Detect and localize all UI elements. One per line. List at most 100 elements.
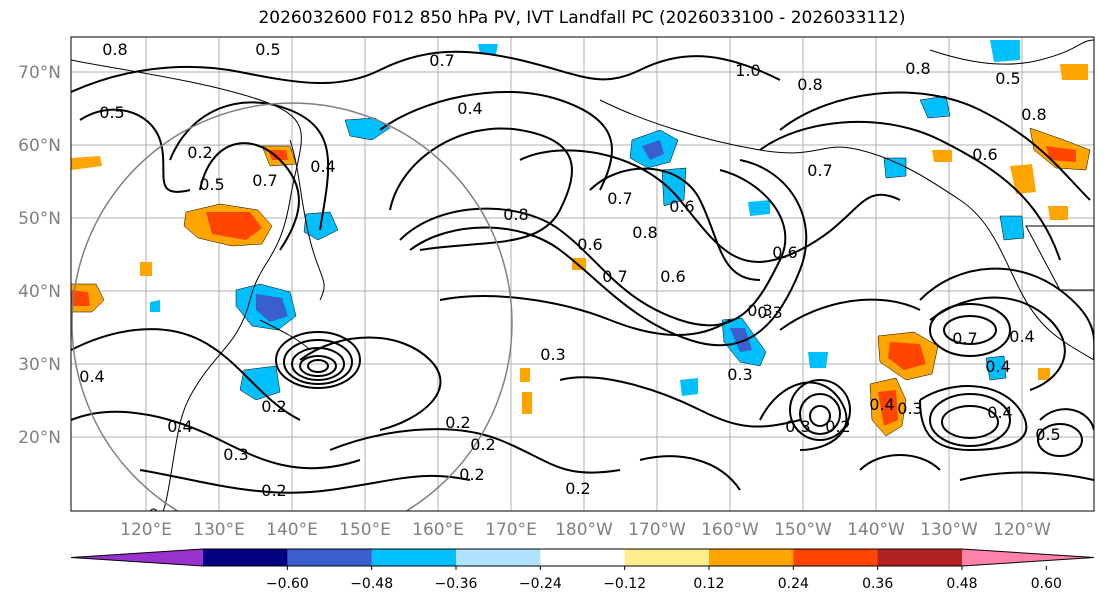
lon-tick-label: 180°W <box>555 520 613 540</box>
contour-label: 0.6 <box>972 145 997 164</box>
lat-tick-label: 30°N <box>18 355 61 375</box>
contour-label: 0.7 <box>602 267 627 286</box>
contour-label: 0.4 <box>310 157 335 176</box>
contour-label: 0.2 <box>470 435 495 454</box>
contour-label: 0.2 <box>825 417 850 436</box>
lon-tick-label: 150°W <box>774 520 832 540</box>
reference-circle <box>71 102 513 511</box>
lon-tick-label: 130°W <box>920 520 978 540</box>
colorbar-tick-label: 0.12 <box>693 576 724 592</box>
contour-label: 0.4 <box>987 403 1012 422</box>
contour-label: 0.7 <box>429 51 454 70</box>
contour-label: 0.2 <box>565 479 590 498</box>
contour-label: 0.3 <box>540 345 565 364</box>
contour-label: 0.7 <box>252 171 277 190</box>
contour-label: 0.3 <box>757 303 782 322</box>
colorbar-tick-label: −0.12 <box>603 576 646 592</box>
colorbar-bin <box>877 549 963 566</box>
contour-label: 0.3 <box>785 417 810 436</box>
negative-anomaly-shading <box>150 40 1025 401</box>
latitude-labels: 20°N 30°N 40°N 50°N 60°N 70°N <box>18 63 61 448</box>
lon-tick-label: 140°W <box>847 520 905 540</box>
lon-tick-label: 170°E <box>485 520 537 540</box>
contour-label: 0.2 <box>187 143 212 162</box>
contour-label: 0.4 <box>457 99 482 118</box>
contour-label: 0.4 <box>1009 327 1034 346</box>
contour-label: 0.3 <box>897 399 922 418</box>
lat-tick-label: 60°N <box>18 136 61 156</box>
colorbar-tick-label: 0.24 <box>778 576 809 592</box>
colorbar-bin <box>371 549 457 566</box>
contour-label: 0.7 <box>607 189 632 208</box>
contour-label: 0.6 <box>772 243 797 262</box>
contour-label: 0.5 <box>255 40 280 59</box>
contour-label: 0.4 <box>79 367 104 386</box>
colorbar-bin <box>287 549 373 566</box>
colorbar-tick-label: 0.36 <box>862 576 893 592</box>
contour-label: 0.8 <box>1021 105 1046 124</box>
colorbar-bin <box>203 549 288 566</box>
lat-tick-label: 70°N <box>18 63 61 83</box>
contour-label: 0.5 <box>99 103 124 122</box>
colorbar-tick-label: −0.36 <box>435 576 478 592</box>
colorbar-min-extend <box>71 549 203 566</box>
colorbar-bin <box>624 549 710 566</box>
contour-label: 0.8 <box>632 223 657 242</box>
contour-label: 0.2 <box>261 481 286 500</box>
lon-tick-label: 130°E <box>193 520 245 540</box>
lon-tick-label: 120°E <box>120 520 172 540</box>
colorbar-max-extend <box>962 549 1094 566</box>
lon-tick-label: 150°E <box>339 520 391 540</box>
lat-tick-label: 50°N <box>18 209 61 229</box>
contour-label: 0.8 <box>503 205 528 224</box>
contour-label: 0.2 <box>261 397 286 416</box>
contour-label: 0.8 <box>797 75 822 94</box>
pv-closed-contours <box>275 303 1083 457</box>
lat-tick-label: 40°N <box>18 282 61 302</box>
contour-labels: 0.8 0.50.70.41.00.80.80.50.20.70.40.60.60… <box>79 40 1060 500</box>
contour-label: 0.2 <box>445 413 470 432</box>
contour-label: 0.6 <box>577 235 602 254</box>
contour-label: 0.4 <box>167 417 192 436</box>
lat-tick-label: 20°N <box>18 428 61 448</box>
contour-label: 0.3 <box>727 365 752 384</box>
colorbar-tick-label: −0.60 <box>266 576 309 592</box>
longitude-labels: 120°E 130°E 140°E 150°E 160°E 170°E 180°W 170°W… <box>120 520 1051 540</box>
contour-label: 0.6 <box>660 267 685 286</box>
contour-label: 0.7 <box>807 161 832 180</box>
map-frame <box>70 36 1095 512</box>
colorbar-bin <box>540 549 626 566</box>
contour-label: 0.2 <box>459 465 484 484</box>
map-content: 0.8 0.50.70.41.00.80.80.50.20.70.40.60.60… <box>71 37 1094 511</box>
colorbar: −0.60 −0.48 −0.36 −0.24 −0.12 0.12 0.24 0.36 0.4… <box>70 548 1095 592</box>
colorbar-bin <box>793 549 879 566</box>
lon-tick-label: 140°E <box>266 520 318 540</box>
contour-label: 0.5 <box>995 69 1020 88</box>
map-background <box>71 37 1094 511</box>
contour-label: 0.3 <box>223 445 248 464</box>
colorbar-tick-label: 0.48 <box>946 576 977 592</box>
contour-label: 0.4 <box>985 357 1010 376</box>
pv-contours <box>71 50 1094 494</box>
contour-label: 0.4 <box>869 395 894 414</box>
contour-label: 0.5 <box>199 175 224 194</box>
lon-tick-label: 160°W <box>701 520 759 540</box>
contour-label: 0.3 <box>747 301 772 320</box>
contour-label: 0.8 <box>905 59 930 78</box>
contour-label: 1.0 <box>735 61 760 80</box>
lon-tick-label: 120°W <box>993 520 1051 540</box>
map-title: 2026032600 F012 850 hPa PV, IVT Landfall… <box>258 8 906 28</box>
colorbar-tick-label: −0.24 <box>519 576 562 592</box>
lon-tick-label: 170°W <box>628 520 686 540</box>
colorbar-bin <box>709 549 794 566</box>
positive-anomaly-shading <box>71 64 1091 437</box>
contour-label: 0.5 <box>1035 425 1060 444</box>
contour-label: 0.8 <box>102 40 127 59</box>
colorbar-tick-label: −0.48 <box>350 576 393 592</box>
colorbar-tick-label: 0.60 <box>1031 576 1062 592</box>
colorbar-bin <box>456 549 541 566</box>
coastlines <box>71 39 1094 511</box>
lon-tick-label: 160°E <box>412 520 464 540</box>
contour-label: 0.7 <box>952 329 977 348</box>
